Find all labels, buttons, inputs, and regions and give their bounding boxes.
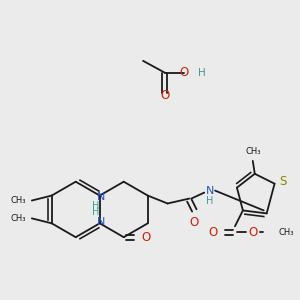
Text: O: O (179, 66, 188, 79)
Text: CH₃: CH₃ (278, 228, 294, 237)
Text: O: O (208, 226, 218, 239)
Text: H: H (206, 196, 214, 206)
Text: H: H (198, 68, 206, 78)
Text: H: H (92, 202, 99, 212)
Text: N: N (97, 217, 105, 227)
Text: N: N (206, 186, 214, 196)
Text: CH₃: CH₃ (11, 214, 26, 223)
Text: O: O (190, 216, 199, 229)
Text: CH₃: CH₃ (11, 196, 26, 205)
Text: CH₃: CH₃ (245, 148, 260, 157)
Text: O: O (160, 89, 170, 102)
Text: H: H (92, 207, 99, 218)
Text: O: O (141, 231, 150, 244)
Text: N: N (97, 192, 105, 202)
Text: S: S (279, 175, 286, 188)
Text: O: O (248, 226, 257, 239)
